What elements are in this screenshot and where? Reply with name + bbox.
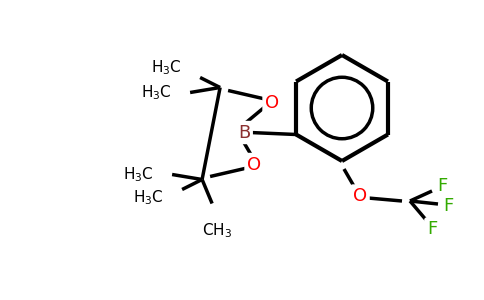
Text: H$_3$C: H$_3$C xyxy=(141,83,172,102)
Text: O: O xyxy=(353,187,367,205)
Text: H$_3$C: H$_3$C xyxy=(123,165,154,184)
Text: H$_3$C: H$_3$C xyxy=(134,188,164,207)
Text: CH$_3$: CH$_3$ xyxy=(202,221,232,240)
Text: O: O xyxy=(247,155,261,173)
Text: F: F xyxy=(443,197,453,215)
Text: B: B xyxy=(238,124,250,142)
Text: H$_3$C: H$_3$C xyxy=(151,58,182,77)
Text: F: F xyxy=(437,177,447,195)
Text: F: F xyxy=(427,220,437,238)
Text: O: O xyxy=(265,94,279,112)
